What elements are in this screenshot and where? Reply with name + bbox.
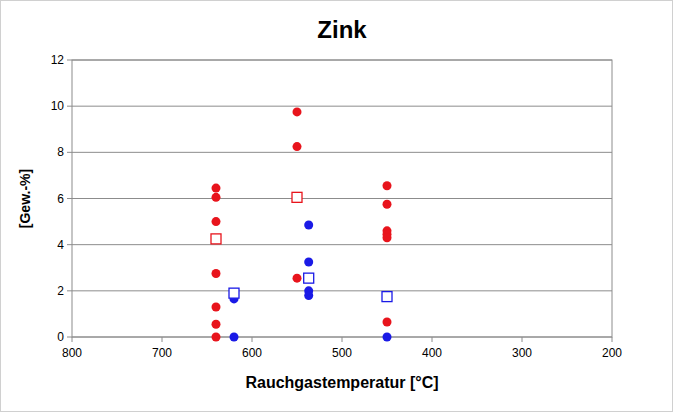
square-point xyxy=(229,288,239,298)
grid-line xyxy=(72,198,612,199)
point xyxy=(383,333,392,342)
tick-label: 4 xyxy=(57,238,64,252)
tick xyxy=(522,337,523,342)
point xyxy=(293,274,302,283)
tick xyxy=(67,290,72,291)
tick xyxy=(67,337,72,338)
background xyxy=(1,1,673,412)
tick-label: 500 xyxy=(332,346,352,360)
point xyxy=(212,269,221,278)
point xyxy=(293,142,302,151)
tick-label: 0 xyxy=(57,330,64,344)
grid-line xyxy=(72,152,612,153)
square-point xyxy=(304,273,314,283)
tick xyxy=(67,244,72,245)
plot-frame xyxy=(72,60,612,337)
tick xyxy=(72,337,73,342)
point xyxy=(212,302,221,311)
square-point xyxy=(292,192,302,202)
tick-label: 300 xyxy=(512,346,532,360)
tick-label: 600 xyxy=(242,346,262,360)
chart: Zink 0 2 4 6 8 10 12 800 700 600 500 400 300 200 Rauchg… xyxy=(0,0,673,412)
tick xyxy=(612,337,613,342)
marks xyxy=(211,107,392,341)
point xyxy=(212,217,221,226)
x-axis-title: Rauchgastemperatur [°C] xyxy=(245,374,438,391)
tick-label: 12 xyxy=(51,53,65,67)
tick xyxy=(342,337,343,342)
point xyxy=(293,107,302,116)
square-point xyxy=(211,234,221,244)
tick-label: 800 xyxy=(62,346,82,360)
tick xyxy=(67,106,72,107)
tick-label: 200 xyxy=(602,346,622,360)
grid-line xyxy=(72,244,612,245)
point xyxy=(304,221,313,230)
tick xyxy=(162,337,163,342)
tick xyxy=(67,198,72,199)
point xyxy=(383,317,392,326)
point xyxy=(212,320,221,329)
tick-label: 6 xyxy=(57,192,64,206)
point xyxy=(383,181,392,190)
point xyxy=(304,291,313,300)
point xyxy=(304,257,313,266)
tick xyxy=(252,337,253,342)
point xyxy=(230,333,239,342)
tick xyxy=(432,337,433,342)
point xyxy=(212,184,221,193)
y-axis-title: [Gew.-%] xyxy=(17,169,33,228)
tick-label: 2 xyxy=(57,284,64,298)
tick xyxy=(67,60,72,61)
tick-label: 400 xyxy=(422,346,442,360)
grid-line xyxy=(72,290,612,291)
grid-line xyxy=(72,106,612,107)
square-point xyxy=(382,292,392,302)
point xyxy=(212,193,221,202)
point xyxy=(383,233,392,242)
tick-label: 10 xyxy=(51,99,65,113)
tick-label: 700 xyxy=(152,346,172,360)
point xyxy=(383,200,392,209)
tick-label: 8 xyxy=(57,145,64,159)
point xyxy=(212,333,221,342)
tick xyxy=(67,152,72,153)
title: Zink xyxy=(317,16,367,43)
